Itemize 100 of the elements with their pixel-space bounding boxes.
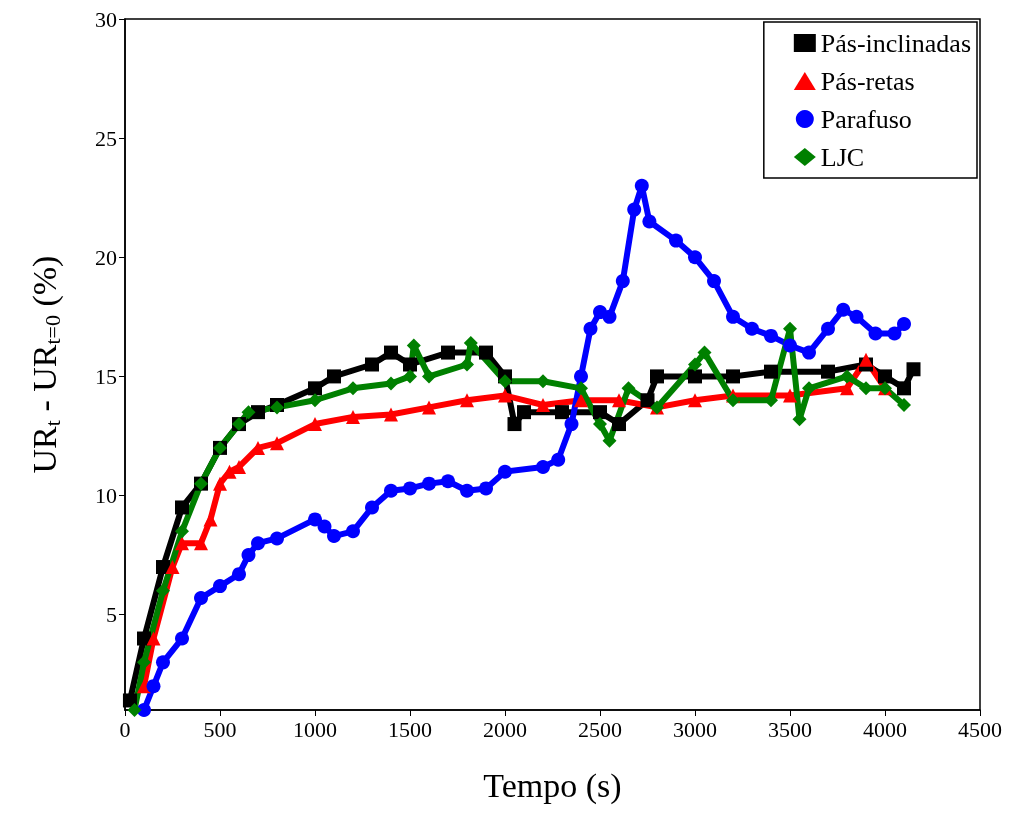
point [612,417,626,432]
point [384,483,398,498]
x-tick-label: 1500 [388,716,432,742]
point [213,579,227,594]
legend-label: LJC [820,142,865,172]
point [441,474,455,489]
legend-label: Parafuso [820,104,912,134]
x-axis-title: Tempo (s) [483,766,622,805]
point [887,326,902,341]
y-tick-label: 20 [95,244,117,270]
x-tick-label: 2000 [483,716,527,742]
point [213,476,227,491]
point [583,321,598,336]
point [688,393,702,408]
point [615,274,630,289]
point [441,345,455,360]
point [574,381,588,396]
y-tick-label: 30 [95,6,117,32]
point [688,250,702,265]
point [745,321,759,336]
point [764,328,778,343]
y-axis-title: URt - URt=0 (%) [25,255,65,474]
point [593,405,607,420]
point [783,388,797,403]
point [627,202,642,217]
point [688,369,702,384]
point [536,398,550,413]
point [697,345,712,360]
point [669,233,683,248]
point [308,417,322,432]
point [707,274,721,289]
point [403,481,417,496]
point [175,500,189,515]
point [460,483,474,498]
point [859,352,873,367]
point [507,417,522,432]
point [156,655,170,670]
y-tick-label: 15 [95,363,117,389]
point [764,364,778,379]
point [574,393,588,408]
point [726,309,740,324]
point [650,369,664,384]
point [327,529,341,544]
point [802,345,816,360]
point [897,398,911,413]
x-tick-label: 3500 [768,716,812,742]
point [859,381,873,396]
point [422,369,436,384]
point [308,381,322,396]
point [384,407,398,422]
point [384,345,398,360]
point [346,524,360,539]
point [555,405,569,420]
point [821,321,835,336]
point [634,178,649,193]
point [232,567,246,582]
point [384,376,398,391]
legend-label: Pás-retas [820,66,915,96]
x-tick-label: 4000 [863,716,907,742]
x-tick-label: 1000 [293,716,337,742]
point [241,548,256,563]
point [840,369,854,384]
x-tick-label: 2500 [578,716,622,742]
point [308,512,322,527]
point [688,357,702,372]
point [327,369,341,384]
point [802,381,816,396]
point [621,381,636,396]
y-tick-label: 5 [106,602,117,628]
point [137,655,151,670]
point [460,357,474,372]
point [175,631,189,646]
point [517,405,531,420]
point [612,393,626,408]
point [536,459,550,474]
point [317,519,332,534]
point [346,381,360,396]
point [479,345,493,360]
point [460,393,474,408]
point [593,417,607,432]
point [127,703,142,717]
point [365,357,379,372]
point [308,393,322,408]
point [270,531,284,546]
point [642,214,657,229]
x-tick-label: 3000 [673,716,717,742]
point [346,409,360,424]
point [498,374,512,389]
point [836,302,851,317]
point [726,393,740,408]
point [122,693,137,708]
point [536,374,550,389]
point [137,679,151,694]
point [640,393,655,408]
point [232,459,246,474]
point [165,560,180,575]
x-tick-label: 500 [203,716,237,742]
point [602,309,617,324]
point [403,369,417,384]
point [764,393,778,408]
